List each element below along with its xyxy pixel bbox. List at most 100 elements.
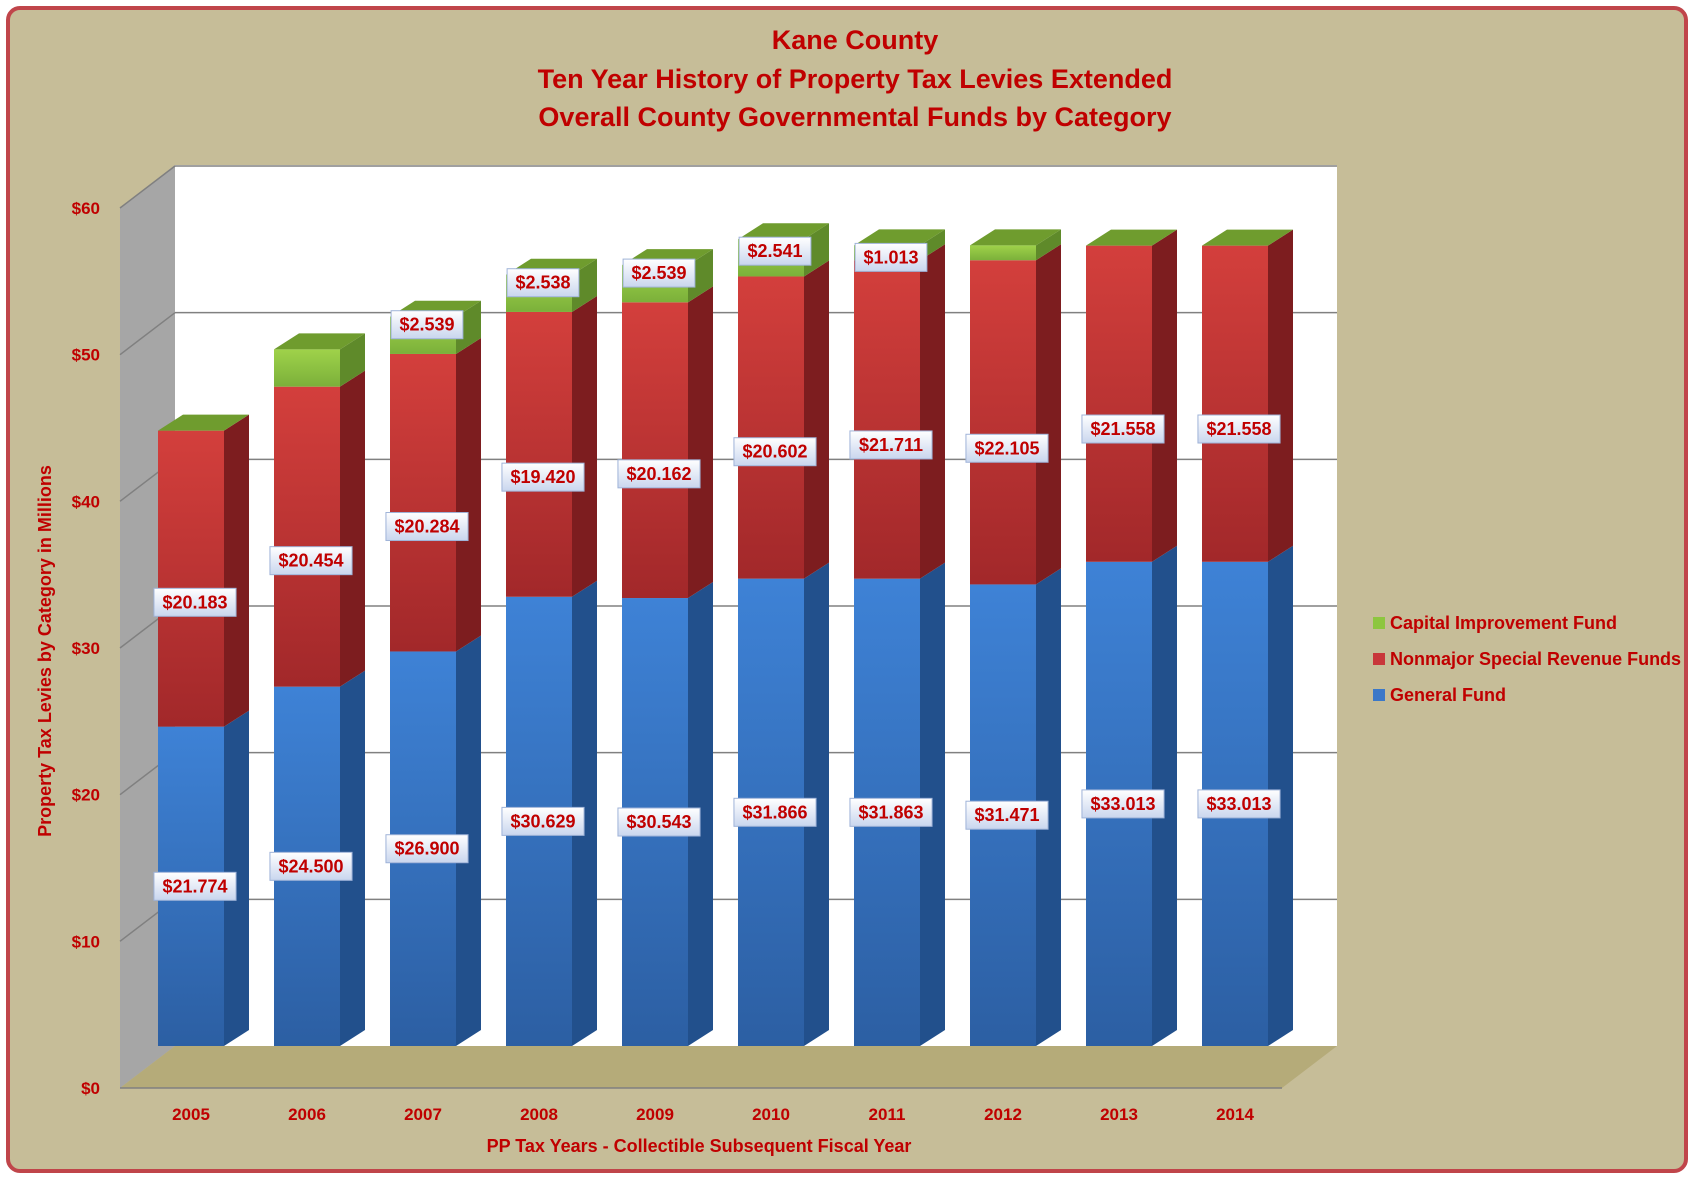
bar-side-nonmajor-special-revenue xyxy=(1268,230,1293,562)
data-label: $30.629 xyxy=(502,807,584,835)
data-label: $31.471 xyxy=(966,801,1048,829)
data-label-text: $26.900 xyxy=(394,839,459,859)
data-label: $20.454 xyxy=(270,547,352,575)
bar-side-nonmajor-special-revenue xyxy=(1036,244,1061,584)
bar-side-nonmajor-special-revenue xyxy=(224,415,249,727)
chart-title-line-2: Ten Year History of Property Tax Levies … xyxy=(538,64,1173,94)
data-label-text: $21.774 xyxy=(162,876,227,896)
data-label-text: $31.866 xyxy=(742,802,807,822)
x-tick-label: 2010 xyxy=(752,1105,790,1124)
data-label: $33.013 xyxy=(1082,790,1164,818)
data-label: $20.602 xyxy=(734,438,816,466)
data-label-text: $20.162 xyxy=(626,464,691,484)
bar-segment-nonmajor-special-revenue xyxy=(738,276,804,578)
data-label: $2.539 xyxy=(391,311,463,339)
data-label: $2.539 xyxy=(623,259,695,287)
x-tick-label: 2009 xyxy=(636,1105,674,1124)
bar-segment-nonmajor-special-revenue xyxy=(1086,246,1152,562)
bar-side-nonmajor-special-revenue xyxy=(920,244,945,578)
bar-2007 xyxy=(390,301,481,1046)
legend-item: General Fund xyxy=(1373,685,1506,705)
data-label-text: $30.543 xyxy=(626,812,691,832)
bar-segment-nonmajor-special-revenue xyxy=(622,302,688,598)
chart-title: Kane County Ten Year History of Property… xyxy=(538,25,1173,132)
x-tick-label: 2012 xyxy=(984,1105,1022,1124)
data-label: $26.900 xyxy=(386,835,468,863)
bar-segment-nonmajor-special-revenue xyxy=(274,387,340,687)
bar-segment-nonmajor-special-revenue xyxy=(1202,246,1268,562)
data-label: $21.711 xyxy=(850,431,932,459)
y-tick-label: $30 xyxy=(72,639,100,658)
data-label-text: $22.105 xyxy=(974,438,1039,458)
chart-title-line-3: Overall County Governmental Funds by Cat… xyxy=(538,102,1171,132)
x-tick-label: 2005 xyxy=(172,1105,210,1124)
data-label: $20.284 xyxy=(386,513,468,541)
x-axis-ticks: 2005 2006 2007 2008 2009 2010 2011 2012 2013 2014 xyxy=(172,1105,1254,1124)
bar-2013 xyxy=(1086,230,1177,1046)
data-label-text: $30.629 xyxy=(510,811,575,831)
data-label: $33.013 xyxy=(1198,790,1280,818)
y-tick-label: $40 xyxy=(72,492,100,511)
y-tick-label: $10 xyxy=(72,932,100,951)
data-label: $21.558 xyxy=(1198,415,1280,443)
x-tick-label: 2011 xyxy=(869,1105,906,1124)
data-label: $24.500 xyxy=(270,852,352,880)
bar-segment-nonmajor-special-revenue xyxy=(854,260,920,578)
bar-segment-nonmajor-special-revenue xyxy=(506,312,572,597)
data-label-text: $2.539 xyxy=(631,263,686,283)
legend: Capital Improvement Fund Nonmajor Special… xyxy=(1373,613,1681,705)
bar-2011 xyxy=(854,229,945,1046)
legend-item: Capital Improvement Fund xyxy=(1373,613,1617,633)
data-label-text: $21.711 xyxy=(859,435,923,455)
legend-label: Capital Improvement Fund xyxy=(1390,613,1617,633)
legend-item: Nonmajor Special Revenue Funds xyxy=(1373,649,1681,669)
legend-label: Nonmajor Special Revenue Funds xyxy=(1390,649,1681,669)
y-tick-label: $0 xyxy=(81,1079,100,1098)
bar-side-nonmajor-special-revenue xyxy=(572,296,597,597)
data-label: $20.162 xyxy=(618,460,700,488)
data-label-text: $24.500 xyxy=(278,856,343,876)
bar-side-nonmajor-special-revenue xyxy=(340,371,365,687)
bar-2006 xyxy=(274,333,365,1046)
x-tick-label: 2013 xyxy=(1100,1105,1138,1124)
bar-2012 xyxy=(970,229,1061,1046)
data-label-text: $31.471 xyxy=(974,805,1039,825)
bar-segment-nonmajor-special-revenue xyxy=(970,260,1036,584)
legend-label: General Fund xyxy=(1390,685,1506,705)
data-label-text: $33.013 xyxy=(1090,794,1155,814)
data-label: $22.105 xyxy=(966,434,1048,462)
bar-2005 xyxy=(158,415,249,1046)
y-axis-ticks: $0 $10 $20 $30 $40 $50 $60 xyxy=(72,199,100,1098)
bar-side-nonmajor-special-revenue xyxy=(804,260,829,578)
data-label-text: $20.602 xyxy=(742,442,807,462)
data-label: $31.866 xyxy=(734,798,816,826)
y-axis-title: Property Tax Levies by Category in Milli… xyxy=(35,465,55,837)
x-tick-label: 2006 xyxy=(288,1105,326,1124)
data-label-text: $20.454 xyxy=(278,551,343,571)
bar-side-nonmajor-special-revenue xyxy=(1152,230,1177,562)
y-tick-label: $20 xyxy=(72,786,100,805)
plot-floor xyxy=(120,1046,1337,1088)
data-label: $21.558 xyxy=(1082,415,1164,443)
bar-side-nonmajor-special-revenue xyxy=(456,338,481,651)
x-tick-label: 2014 xyxy=(1216,1105,1254,1124)
bar-segment-nonmajor-special-revenue xyxy=(390,354,456,651)
data-label: $31.863 xyxy=(850,798,932,826)
data-label-text: $21.558 xyxy=(1090,419,1155,439)
data-label-text: $1.013 xyxy=(863,247,918,267)
x-tick-label: 2008 xyxy=(520,1105,558,1124)
data-label-text: $20.183 xyxy=(162,592,227,612)
bar-segment-capital-improvement xyxy=(970,245,1036,260)
bar-2014 xyxy=(1202,230,1293,1046)
legend-swatch xyxy=(1373,617,1385,629)
data-label-text: $20.284 xyxy=(394,517,459,537)
data-label: $21.774 xyxy=(154,872,236,900)
bar-side-nonmajor-special-revenue xyxy=(688,286,713,598)
data-label-text: $21.558 xyxy=(1206,419,1271,439)
data-label: $2.541 xyxy=(739,237,811,265)
y-tick-label: $60 xyxy=(72,199,100,218)
data-label: $20.183 xyxy=(154,588,236,616)
bar-segment-capital-improvement xyxy=(274,349,340,386)
legend-swatch xyxy=(1373,689,1385,701)
